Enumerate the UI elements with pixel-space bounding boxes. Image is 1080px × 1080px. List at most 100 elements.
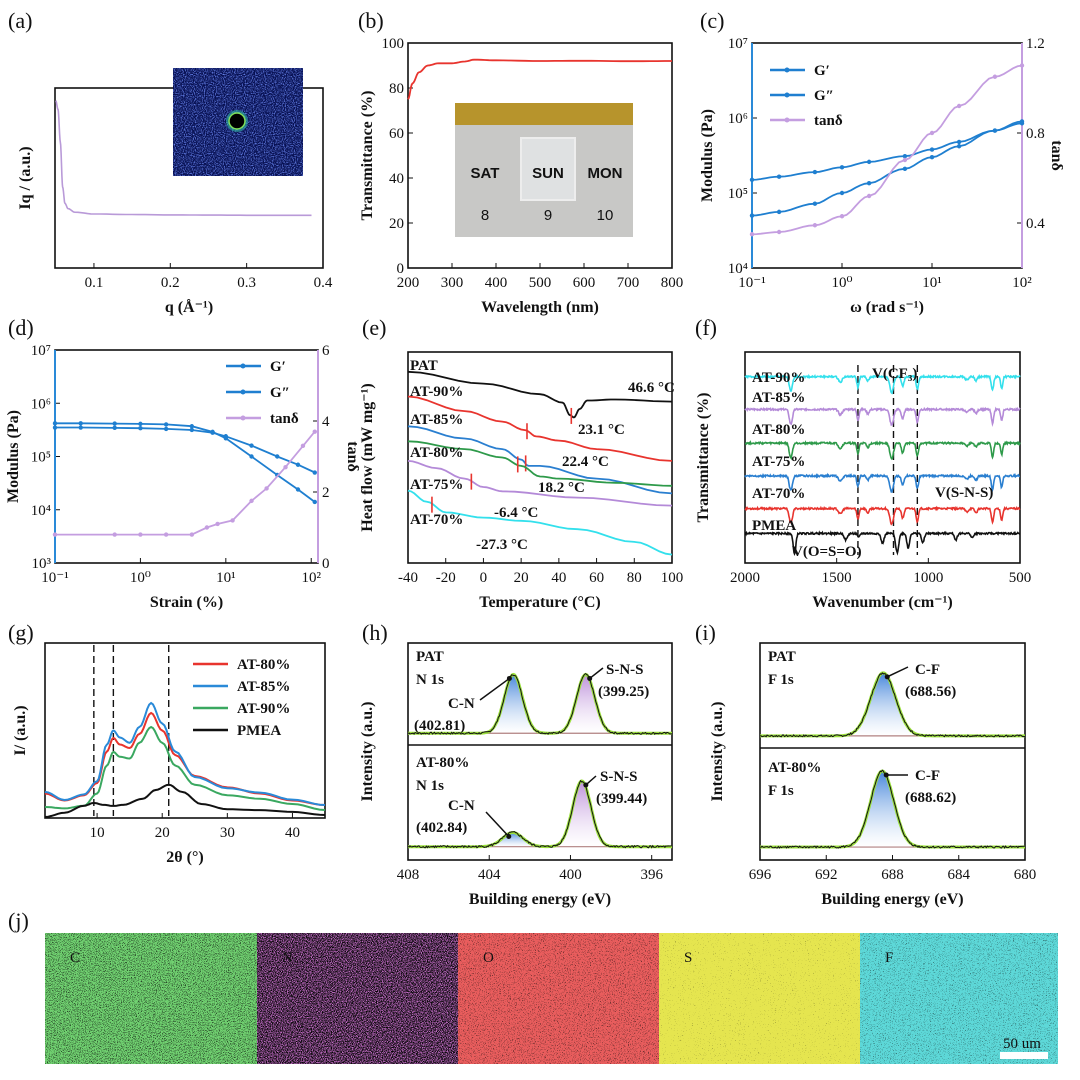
data-point bbox=[866, 181, 872, 186]
data-point bbox=[992, 74, 998, 79]
peak-name-label: S-N-S bbox=[606, 662, 644, 678]
data-point bbox=[866, 159, 872, 165]
panel-label: (f) bbox=[695, 315, 717, 340]
x-tick-label: 20 bbox=[155, 825, 170, 841]
series-line-1 bbox=[44, 701, 326, 806]
data-point bbox=[956, 103, 962, 109]
data-point bbox=[52, 421, 58, 426]
panel-a: 0.1 0.2 0.3 0.4 q (Å⁻¹) Iq / (a.u.) bbox=[17, 68, 333, 316]
curve-label: AT-85% bbox=[410, 412, 463, 428]
peak-name-label: C-F bbox=[915, 768, 940, 784]
panel-label: (c) bbox=[700, 8, 724, 33]
data-point bbox=[249, 443, 254, 448]
data-point bbox=[283, 464, 288, 470]
panel-label: (e) bbox=[362, 315, 386, 340]
scale-bar-label: 50 um bbox=[1003, 1036, 1041, 1052]
x-tick-label: 800 bbox=[661, 275, 684, 291]
x-tick-label: 692 bbox=[815, 867, 838, 883]
series-line-0 bbox=[751, 122, 1023, 181]
data-point bbox=[839, 190, 845, 196]
data-point bbox=[312, 499, 317, 505]
arrow-icon bbox=[485, 811, 510, 837]
ftir-spectrum bbox=[744, 530, 1021, 556]
eds-map-c: C bbox=[45, 933, 257, 1064]
panel-label: (d) bbox=[8, 315, 34, 340]
panel-label: (j) bbox=[8, 908, 29, 933]
ftir-spectrum bbox=[744, 439, 1021, 461]
panel-f: 2000 1500 1000 500 Wavenumber (cm⁻¹) Transmit… bbox=[695, 351, 1031, 611]
y2-tick-label: 0.4 bbox=[1026, 216, 1045, 232]
legend-marker bbox=[240, 363, 246, 369]
data-point bbox=[223, 434, 229, 439]
data-point bbox=[929, 155, 935, 160]
plot-frame bbox=[44, 642, 326, 819]
y-tick-label: 10⁵ bbox=[31, 450, 51, 466]
y2-axis-label: tanδ bbox=[344, 441, 361, 472]
x-tick-label: 30 bbox=[220, 825, 235, 841]
y-axis-label: Modulus (Pa) bbox=[699, 109, 716, 202]
data-point bbox=[312, 429, 317, 434]
plot-frame bbox=[751, 42, 1023, 269]
data-point bbox=[956, 144, 962, 149]
panel-g: 10 20 30 40 2θ (°) I/ (a.u.) AT-80% AT-85% AT-90… bbox=[12, 642, 326, 866]
x-tick-label: 10¹ bbox=[922, 275, 942, 291]
x-tick-label: -40 bbox=[398, 570, 418, 586]
fitted-peak-c-n bbox=[483, 674, 544, 734]
subpanel-0: PAT N 1sC-N (402.81) S-N-S (399.25) bbox=[407, 649, 673, 735]
photo-day-label: MON bbox=[588, 165, 623, 182]
x-tick-label: 10¹ bbox=[216, 570, 236, 586]
x-tick-label: 404 bbox=[478, 867, 501, 883]
series-line-2 bbox=[55, 431, 316, 536]
raw-data bbox=[407, 779, 673, 849]
core-level-label: N 1s bbox=[416, 672, 444, 688]
series-line-2 bbox=[44, 725, 326, 811]
eds-map-s: S bbox=[659, 933, 860, 1064]
data-point bbox=[839, 214, 845, 219]
x-tick-label: 684 bbox=[948, 867, 971, 883]
legend-marker bbox=[240, 415, 246, 421]
ftir-spectrum bbox=[744, 472, 1020, 493]
x-tick-label: 600 bbox=[573, 275, 596, 291]
data-point bbox=[249, 454, 254, 459]
data-point bbox=[112, 532, 117, 537]
panel-label: (b) bbox=[358, 8, 384, 33]
data-point bbox=[812, 169, 818, 175]
scale-bar bbox=[1000, 1052, 1048, 1059]
panel-d: 10⁻¹ 10⁰ 10¹ 10² 10³ 10⁴ 10⁵ 10⁶ 10⁷ 0 2 4 6 Strain (… bbox=[5, 343, 361, 611]
x-axis-label: Wavelength (nm) bbox=[481, 299, 599, 316]
subpanel-0: PAT F 1s C-F (688.56) bbox=[759, 649, 1026, 738]
data-point bbox=[776, 174, 782, 179]
data-point bbox=[163, 422, 169, 427]
arrow-head-icon bbox=[583, 782, 589, 788]
peak-value-label: (399.25) bbox=[598, 684, 649, 700]
data-point bbox=[112, 425, 117, 431]
sample-label: PAT bbox=[416, 649, 444, 665]
data-point bbox=[929, 130, 935, 136]
panel-label: (g) bbox=[8, 620, 34, 645]
element-label: F bbox=[885, 950, 893, 966]
plot-frame bbox=[407, 642, 673, 861]
y-tick-label: 80 bbox=[389, 81, 404, 97]
x-axis-label: q (Å⁻¹) bbox=[165, 298, 213, 316]
data-point bbox=[204, 525, 210, 530]
arrow-head-icon bbox=[506, 833, 512, 839]
data-point bbox=[866, 193, 872, 199]
plot-frame bbox=[744, 351, 1021, 564]
x-tick-label: 300 bbox=[441, 275, 464, 291]
x-tick-label: 396 bbox=[640, 867, 663, 883]
x-tick-label: 10 bbox=[90, 825, 105, 841]
x-tick-label: 400 bbox=[559, 867, 582, 883]
x-tick-label: 10⁻¹ bbox=[738, 275, 765, 291]
arrow-head-icon bbox=[587, 675, 593, 681]
x-tick-label: 10⁰ bbox=[130, 570, 151, 586]
legend-label: tanδ bbox=[814, 113, 843, 129]
x-axis-label: Wavenumber (cm⁻¹) bbox=[812, 594, 952, 611]
element-label: C bbox=[70, 950, 80, 966]
legend-label: tanδ bbox=[270, 411, 299, 427]
y-tick-label: 60 bbox=[389, 126, 404, 142]
data-point bbox=[902, 166, 908, 172]
y-axis-label: Heat flow (mW mg⁻¹) bbox=[359, 383, 376, 531]
x-tick-label: 700 bbox=[617, 275, 640, 291]
panel-label: (h) bbox=[362, 620, 388, 645]
